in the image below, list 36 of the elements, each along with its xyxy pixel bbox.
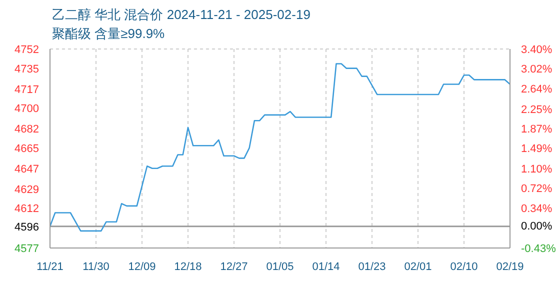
y-tick-label: 4647 — [14, 163, 39, 176]
y2-tick-label: -0.43% — [521, 243, 556, 255]
x-tick-label: 01/05 — [266, 260, 294, 273]
y2-tick-label: 3.02% — [521, 64, 552, 76]
x-tick-label: 11/21 — [36, 260, 64, 273]
y-tick-label: 4752 — [14, 44, 39, 56]
y2-tick-label: 1.87% — [521, 123, 552, 136]
y2-tick-label: 0.00% — [521, 220, 552, 233]
y2-tick-label: 1.49% — [521, 143, 552, 156]
x-tick-label: 02/10 — [450, 260, 478, 273]
y2-tick-label: 2.25% — [521, 104, 552, 116]
y-tick-label: 4700 — [14, 103, 39, 116]
y-tick-label: 4612 — [14, 203, 39, 216]
y-tick-label: 4682 — [14, 124, 39, 136]
y2-tick-label: 3.40% — [521, 44, 552, 56]
x-tick-label: 01/14 — [312, 260, 340, 273]
chart-title: 乙二醇 华北 混合价 2024-11-21 - 2025-02-19 — [52, 6, 310, 24]
y-tick-label: 4577 — [14, 243, 39, 255]
chart-subtitle: 聚酯级 含量≥99.9% — [52, 25, 165, 43]
y-tick-label: 4717 — [14, 84, 39, 96]
y-tick-label: 4629 — [14, 184, 39, 196]
y-tick-label: 4665 — [14, 142, 39, 155]
y2-tick-label: 1.10% — [521, 164, 552, 176]
y-tick-label: 4735 — [14, 63, 39, 76]
x-tick-label: 12/18 — [174, 260, 202, 273]
x-tick-label: 02/19 — [496, 260, 524, 273]
x-tick-label: 01/23 — [358, 260, 386, 273]
x-tick-label: 02/01 — [404, 260, 432, 273]
x-tick-label: 12/27 — [220, 260, 248, 273]
y2-tick-label: 2.64% — [521, 83, 552, 96]
x-tick-label: 11/30 — [82, 260, 110, 273]
y2-tick-label: 0.72% — [521, 183, 552, 196]
y-tick-label: 4596 — [14, 221, 39, 234]
line-series — [50, 63, 510, 232]
y2-tick-label: 0.34% — [521, 202, 552, 215]
x-tick-label: 12/09 — [128, 260, 156, 273]
